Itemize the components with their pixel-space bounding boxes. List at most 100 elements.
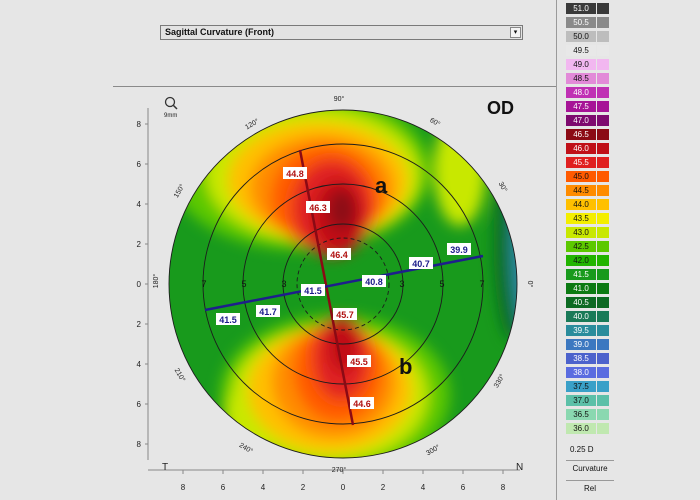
angle-label: 90° (334, 95, 345, 103)
reading-value: 44.6 (353, 399, 371, 409)
scale-swatch (597, 367, 609, 378)
scale-value: 38.0 (566, 367, 596, 378)
scale-value: 51.0 (566, 3, 596, 14)
scale-value: 37.5 (566, 381, 596, 392)
scale-value: 39.0 (566, 339, 596, 350)
reading-value: 41.5 (219, 315, 237, 325)
angle-label: 0° (526, 281, 534, 288)
x-tick-label: 6 (221, 483, 226, 492)
steep-readings: 44.8 46.3 46.4 45.7 45.5 44.6 (283, 167, 374, 409)
scale-value: 38.5 (566, 353, 596, 364)
x-tick-label: 4 (261, 483, 266, 492)
angle-label: 30° (497, 180, 509, 193)
x-axis-ticks: 8 6 4 2 0 2 4 6 8 (181, 470, 506, 492)
color-scale-panel: 51.0 50.5 50.0 49.5 49.0 48.5 48.0 47.5 47.0 46.5… (562, 0, 700, 500)
scale-value: 44.5 (566, 185, 596, 196)
guide-rings (168, 109, 518, 459)
scale-value: 49.5 (566, 45, 596, 56)
scale-swatch (597, 409, 609, 420)
angle-label: 210° (173, 367, 187, 384)
magnifier-icon[interactable] (164, 96, 178, 110)
scale-swatch (597, 353, 609, 364)
x-tick-label: 8 (501, 483, 506, 492)
angle-label: 240° (238, 441, 255, 455)
x-tick-label: 4 (421, 483, 426, 492)
scale-value: 50.0 (566, 31, 596, 42)
zoom-label: 9mm (164, 113, 177, 119)
scale-value: 36.0 (566, 423, 596, 434)
scale-swatch (597, 171, 609, 182)
x-tick-label: 8 (181, 483, 186, 492)
divider (113, 86, 556, 87)
y-tick-label: 6 (137, 160, 142, 169)
scale-swatch (597, 423, 609, 434)
scale-swatch (597, 199, 609, 210)
scale-value: 40.0 (566, 311, 596, 322)
scale-swatch (597, 395, 609, 406)
ring-label: 7 (201, 279, 206, 289)
y-tick-label: 0 (137, 280, 142, 289)
scale-value: 49.0 (566, 59, 596, 70)
scale-swatch (597, 325, 609, 336)
region-label-b: b (399, 354, 412, 379)
scale-mode-button[interactable]: Curvature (566, 460, 614, 477)
scale-value: 48.0 (566, 87, 596, 98)
angle-label: 300° (425, 443, 442, 457)
map-type-selected: Sagittal Curvature (Front) (165, 27, 275, 37)
angle-label: 60° (428, 116, 441, 128)
ring-label: 3 (399, 279, 404, 289)
chevron-down-icon[interactable]: ▾ (510, 27, 521, 38)
x-tick-label: 0 (341, 483, 346, 492)
scale-swatch (597, 115, 609, 126)
scale-swatch (597, 129, 609, 140)
divider (556, 0, 557, 500)
angle-label: 270° (332, 466, 347, 474)
scale-swatch (597, 87, 609, 98)
flat-readings: 40.8 40.7 39.9 41.5 41.7 41.5 (216, 243, 471, 325)
scale-swatch (597, 45, 609, 56)
ring-label: 5 (241, 279, 246, 289)
scale-swatch (597, 339, 609, 350)
scale-swatch (597, 269, 609, 280)
scale-swatch (597, 381, 609, 392)
scale-swatch (597, 255, 609, 266)
scale-swatch (597, 3, 609, 14)
angle-label: 180° (152, 274, 160, 289)
scale-swatch (597, 241, 609, 252)
reading-value: 45.7 (336, 310, 354, 320)
ring-label: 5 (439, 279, 444, 289)
reading-value: 44.8 (286, 169, 304, 179)
x-tick-label: 6 (461, 483, 466, 492)
scale-value: 37.0 (566, 395, 596, 406)
scale-swatch (597, 101, 609, 112)
scale-swatch (597, 297, 609, 308)
reading-value: 46.3 (309, 203, 327, 213)
reading-value: 40.8 (365, 277, 383, 287)
scale-value: 42.0 (566, 255, 596, 266)
scale-value: 44.0 (566, 199, 596, 210)
y-tick-label: 6 (137, 400, 142, 409)
map-type-dropdown[interactable]: Sagittal Curvature (Front) ▾ (160, 25, 523, 40)
reading-value: 41.7 (259, 307, 277, 317)
scale-step-label: 0.25 D (570, 445, 594, 454)
scale-value: 41.5 (566, 269, 596, 280)
scale-value: 39.5 (566, 325, 596, 336)
scale-swatch (597, 213, 609, 224)
reading-value: 39.9 (450, 245, 468, 255)
ring-labels: 7 5 3 3 5 7 (201, 279, 484, 289)
scale-value: 47.5 (566, 101, 596, 112)
scale-value: 41.0 (566, 283, 596, 294)
scale-swatch (597, 227, 609, 238)
angle-label: 150° (172, 183, 186, 200)
nasal-label: N (516, 462, 523, 473)
y-tick-label: 8 (137, 440, 142, 449)
scale-type-button[interactable]: Rel (566, 480, 614, 497)
y-tick-label: 4 (137, 360, 142, 369)
scale-value: 46.0 (566, 143, 596, 154)
reading-value: 45.5 (350, 357, 368, 367)
scale-value: 50.5 (566, 17, 596, 28)
ring-label: 3 (281, 279, 286, 289)
y-axis-ticks: 8 6 4 2 0 2 4 6 8 (137, 120, 148, 449)
region-label-a: a (375, 173, 388, 198)
